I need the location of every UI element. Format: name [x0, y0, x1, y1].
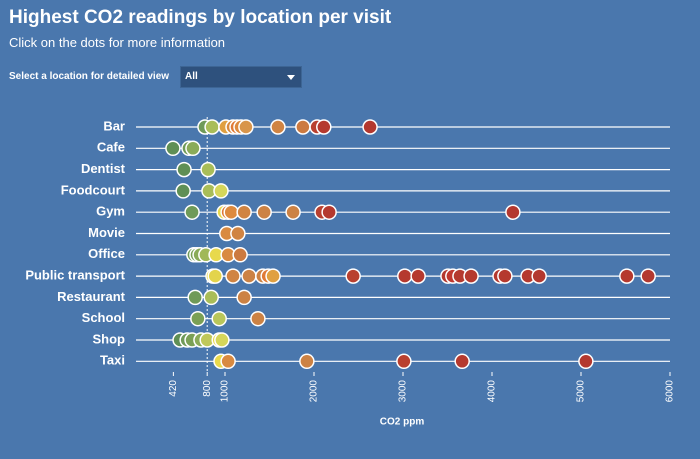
- reading-dot[interactable]: [230, 225, 246, 242]
- reading-dot[interactable]: [454, 353, 470, 370]
- reading-dot[interactable]: [236, 289, 252, 306]
- reading-dot[interactable]: [321, 204, 337, 220]
- category-label: Bar: [103, 118, 125, 133]
- reading-dot[interactable]: [578, 353, 594, 370]
- reading-dot[interactable]: [211, 310, 227, 327]
- reading-dot[interactable]: [207, 268, 223, 284]
- reading-dot[interactable]: [203, 289, 219, 306]
- reading-dot[interactable]: [285, 204, 301, 220]
- reading-dot[interactable]: [213, 183, 229, 199]
- reading-dot[interactable]: [236, 204, 252, 220]
- reading-dot[interactable]: [640, 268, 656, 284]
- reading-dot[interactable]: [497, 268, 513, 284]
- subtitle: Click on the dots for more information: [9, 35, 226, 50]
- reading-dot[interactable]: [238, 119, 254, 135]
- category-label: Taxi: [100, 353, 125, 368]
- reading-dot[interactable]: [270, 119, 286, 135]
- reading-dot[interactable]: [225, 268, 241, 284]
- reading-dot[interactable]: [184, 204, 200, 220]
- x-tick-label: 800: [202, 380, 213, 397]
- reading-dot[interactable]: [362, 119, 378, 135]
- dropdown-arrow[interactable]: [287, 75, 295, 80]
- reading-dot[interactable]: [200, 161, 216, 178]
- reading-dot[interactable]: [345, 268, 361, 284]
- reading-dot[interactable]: [223, 204, 239, 220]
- selected-value[interactable]: All: [185, 71, 198, 82]
- category-label: Movie: [88, 225, 125, 240]
- x-tick-label: 3000: [398, 380, 409, 403]
- reading-dot[interactable]: [190, 310, 206, 327]
- reading-dot[interactable]: [165, 140, 181, 157]
- reading-dot[interactable]: [397, 268, 413, 284]
- reading-dot[interactable]: [505, 204, 521, 220]
- category-label: Public transport: [25, 268, 125, 283]
- x-tick-label: 5000: [576, 380, 587, 403]
- reading-dot[interactable]: [175, 183, 191, 199]
- reading-dot[interactable]: [176, 161, 192, 178]
- reading-dot[interactable]: [256, 204, 272, 220]
- reading-dot[interactable]: [241, 268, 257, 284]
- reading-dot[interactable]: [214, 332, 230, 348]
- reading-dot[interactable]: [619, 268, 635, 284]
- category-label: Foodcourt: [61, 182, 126, 197]
- x-tick-label: 420: [168, 380, 179, 397]
- category-label: Dentist: [81, 161, 126, 176]
- x-axis-label: CO2 ppm: [380, 417, 425, 428]
- x-tick-label: 6000: [665, 380, 676, 403]
- reading-dot[interactable]: [396, 353, 412, 370]
- category-label: Office: [88, 246, 125, 261]
- reading-dot[interactable]: [220, 353, 236, 370]
- reading-dot[interactable]: [204, 119, 220, 135]
- reading-dot[interactable]: [299, 353, 315, 370]
- category-label: Restaurant: [57, 289, 126, 304]
- title: Highest CO2 readings by location per vis…: [9, 7, 392, 28]
- reading-dot[interactable]: [316, 119, 332, 135]
- category-label: Shop: [93, 331, 126, 346]
- reading-dot[interactable]: [463, 268, 479, 284]
- x-tick-label: 1000: [220, 380, 231, 403]
- reading-dot[interactable]: [232, 247, 248, 263]
- reading-dot[interactable]: [250, 310, 266, 327]
- location-select[interactable]: All: [180, 66, 302, 88]
- control-label: Select a location for detailed view: [9, 71, 170, 82]
- x-tick-label: 4000: [487, 380, 498, 403]
- category-label: School: [82, 310, 125, 325]
- reading-dot[interactable]: [410, 268, 426, 284]
- category-label: Gym: [96, 204, 125, 219]
- reading-dot[interactable]: [295, 119, 311, 135]
- reading-dot[interactable]: [531, 268, 547, 284]
- reading-dot[interactable]: [187, 289, 203, 306]
- category-label: Cafe: [97, 140, 125, 155]
- reading-dot[interactable]: [185, 140, 201, 157]
- reading-dot[interactable]: [265, 268, 281, 284]
- x-tick-label: 2000: [309, 380, 320, 403]
